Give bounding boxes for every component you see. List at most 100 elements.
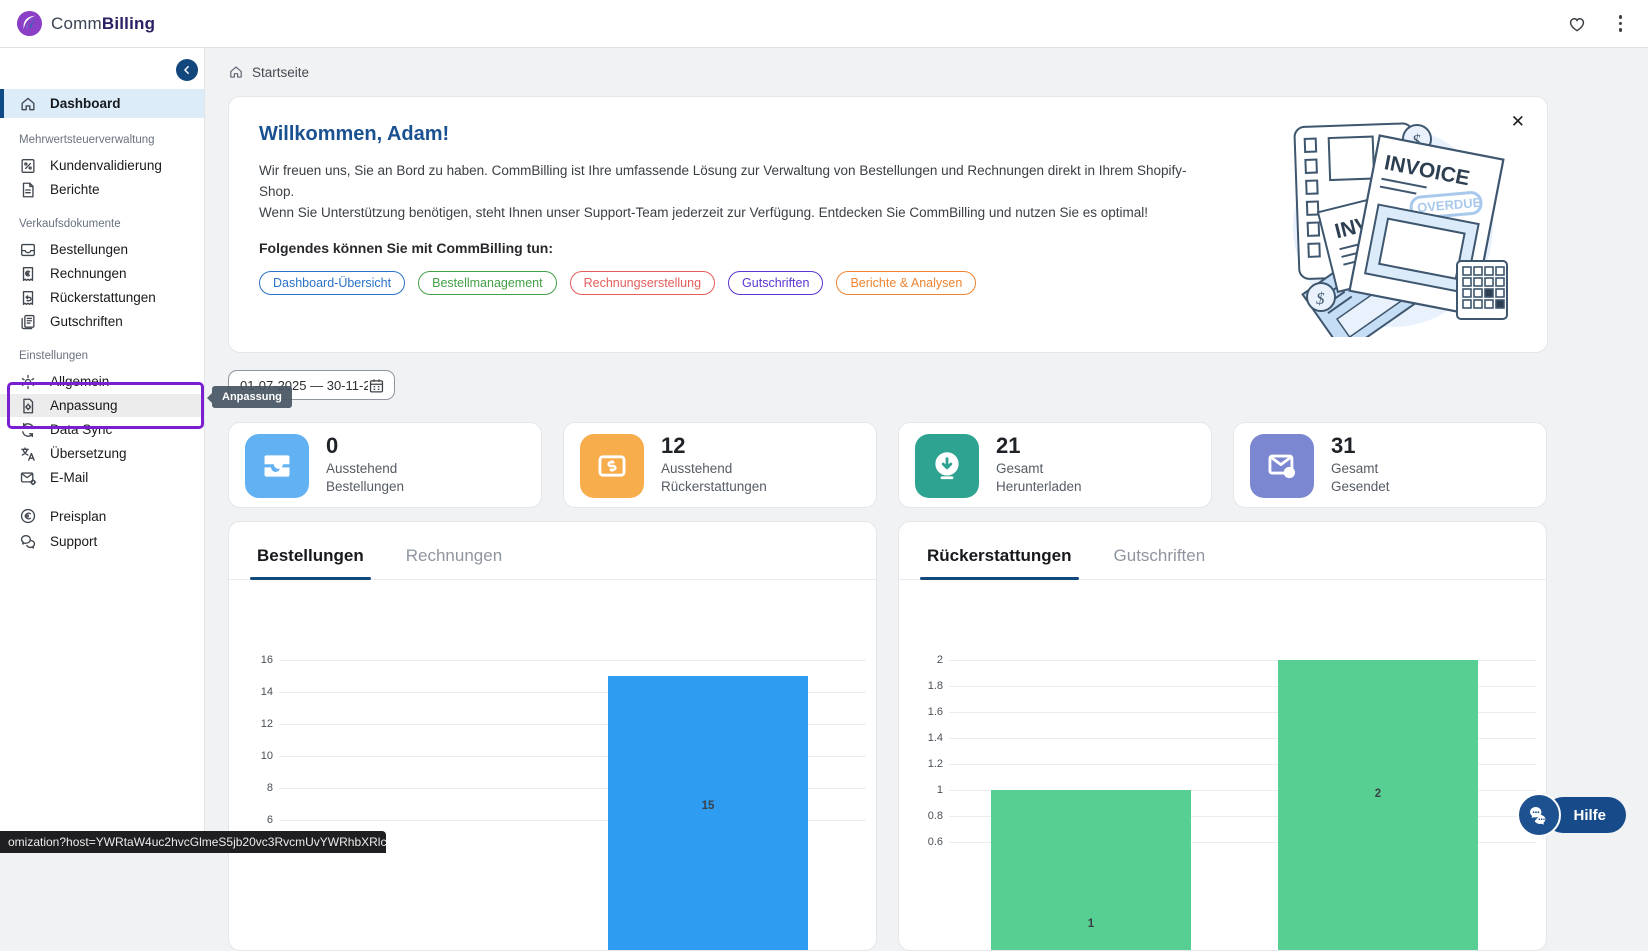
sidebar-item-kundenvalidierung[interactable]: Kundenvalidierung [0, 154, 204, 177]
sidebar-item-rechnungen[interactable]: Rechnungen [0, 262, 204, 285]
sidebar-item-label: Data Sync [50, 422, 112, 437]
sidebar-item-label: Anpassung [50, 398, 118, 413]
chat-icon [19, 532, 37, 550]
sidebar-item-label: E-Mail [50, 470, 88, 485]
bar-data-label: 2 [1278, 788, 1478, 800]
bar-data-label: 15 [608, 800, 808, 812]
home-icon [19, 95, 37, 113]
sidebar-item-preisplan[interactable]: Preisplan [0, 504, 204, 528]
sidebar-item-e-mail[interactable]: E-Mail [0, 466, 204, 489]
sidebar-item-label: Bestellungen [50, 242, 128, 257]
y-tick-label: 2 [913, 654, 943, 666]
sidebar-item-label: Kundenvalidierung [50, 158, 162, 173]
sidebar-item-anpassung[interactable]: Anpassung [0, 394, 204, 417]
stat-label: Rückerstattungen [661, 478, 767, 496]
gridline: 16 [279, 660, 866, 661]
kebab-menu-icon[interactable] [1613, 13, 1629, 34]
welcome-card: Willkommen, Adam! Wir freuen uns, Sie an… [228, 96, 1548, 353]
sidebar-item-label: Gutschriften [50, 314, 123, 329]
tag-berichte-analysen[interactable]: Berichte & Analysen [836, 271, 976, 295]
welcome-body-line1: Wir freuen uns, Sie an Bord zu haben. Co… [259, 161, 1219, 203]
sidebar-item-label: Support [50, 534, 97, 549]
welcome-body-line2: Wenn Sie Unterstützung benötigen, steht … [259, 203, 1219, 224]
bar-value-2: 2 [1278, 660, 1478, 951]
sidebar-item-gutschriften[interactable]: Gutschriften [0, 310, 204, 333]
sidebar-item-berichte[interactable]: Berichte [0, 178, 204, 201]
sidebar-item-allgemein[interactable]: Allgemein [0, 370, 204, 393]
bar-value-1: 1 [991, 790, 1191, 951]
y-tick-label: 1 [913, 784, 943, 796]
brand-billing: Billing [102, 14, 155, 33]
euro-circle-icon [19, 507, 37, 525]
y-tick-label: 6 [243, 814, 273, 826]
main-content: Startseite Willkommen, Adam! Wir freuen … [205, 48, 1648, 853]
y-tick-label: 14 [243, 686, 273, 698]
credit-note-icon [19, 313, 37, 331]
svg-text:OVERDUE: OVERDUE [1417, 195, 1483, 216]
stat-label: Bestellungen [326, 478, 404, 496]
y-tick-label: 16 [243, 654, 273, 666]
mail-gear-icon [19, 469, 37, 487]
calendar-icon [368, 377, 385, 394]
tab-bestellungen[interactable]: Bestellungen [257, 546, 364, 579]
y-tick-label: 1.6 [913, 706, 943, 718]
tab-gutschriften[interactable]: Gutschriften [1114, 546, 1206, 579]
sidebar-item-bestellungen[interactable]: Bestellungen [0, 238, 204, 261]
home-icon [228, 64, 244, 80]
brand-comm: Comm [51, 14, 102, 33]
sidebar-footer: Preisplan Support [0, 504, 204, 553]
sidebar-collapse-button[interactable] [176, 59, 198, 81]
sidebar-item-data-sync[interactable]: Data Sync [0, 418, 204, 441]
orders-chart-tabs: Bestellungen Rechnungen [229, 522, 876, 580]
sidebar-item-label: Berichte [50, 182, 100, 197]
sidebar-section-mehrwertsteuerverwaltung: Mehrwertsteuerverwaltung [0, 118, 204, 153]
sidebar-item-support[interactable]: Support [0, 529, 204, 553]
favorite-heart-icon[interactable] [1567, 14, 1587, 34]
chevron-left-icon [181, 64, 193, 76]
refund-icon [19, 289, 37, 307]
help-button[interactable]: Hilfe [1517, 793, 1626, 837]
sidebar-item-r-ckerstattungen[interactable]: Rückerstattungen [0, 286, 204, 309]
stat-label: Ausstehend [661, 460, 767, 478]
refund-tile-icon [580, 434, 644, 498]
stat-value: 21 [996, 434, 1082, 458]
app-logo: CommBilling [16, 10, 155, 37]
stat-label: Gesendet [1331, 478, 1390, 496]
tag-dashboard-bersicht[interactable]: Dashboard-Übersicht [259, 271, 405, 295]
tag-rechnungserstellung[interactable]: Rechnungserstellung [570, 271, 715, 295]
breadcrumb[interactable]: Startseite [228, 62, 1548, 82]
sidebar: Dashboard Mehrwertsteuerverwaltung Kundenv… [0, 48, 205, 853]
stat-label: Gesamt [1331, 460, 1390, 478]
tag-bestellmanagement[interactable]: Bestellmanagement [418, 271, 556, 295]
status-url-bar: omization?host=YWRtaW4uc2hvcGlmeS5jb20vc… [0, 831, 386, 853]
sidebar-item-bersetzung[interactable]: Übersetzung [0, 442, 204, 465]
stat-label: Ausstehend [326, 460, 404, 478]
sidebar-item-dashboard[interactable]: Dashboard [0, 89, 204, 118]
bar-value-15: 15 [608, 676, 808, 951]
close-icon[interactable]: ✕ [1511, 113, 1525, 130]
feature-tags: Dashboard-Übersicht Bestellmanagement Rech… [259, 271, 1517, 295]
welcome-subtitle: Folgendes können Sie mit CommBilling tun… [259, 240, 1517, 256]
sidebar-item-label: Dashboard [50, 96, 121, 111]
tag-gutschriften[interactable]: Gutschriften [728, 271, 823, 295]
sidebar-nav: Dashboard Mehrwertsteuerverwaltung Kundenv… [0, 48, 204, 553]
anpassung-tooltip: Anpassung [212, 386, 292, 408]
tab-rechnungen[interactable]: Rechnungen [406, 546, 502, 579]
tab-r-ckerstattungen[interactable]: Rückerstattungen [927, 546, 1072, 579]
orders-tile-icon [245, 434, 309, 498]
sidebar-item-label: Preisplan [50, 509, 106, 524]
sidebar-item-label: Übersetzung [50, 446, 127, 461]
stat-value: 0 [326, 434, 404, 458]
download-tile-icon [915, 434, 979, 498]
breadcrumb-label: Startseite [252, 65, 309, 80]
stat-value: 31 [1331, 434, 1390, 458]
sent-tile-icon [1250, 434, 1314, 498]
file-icon [19, 181, 37, 199]
stat-label: Herunterladen [996, 478, 1082, 496]
